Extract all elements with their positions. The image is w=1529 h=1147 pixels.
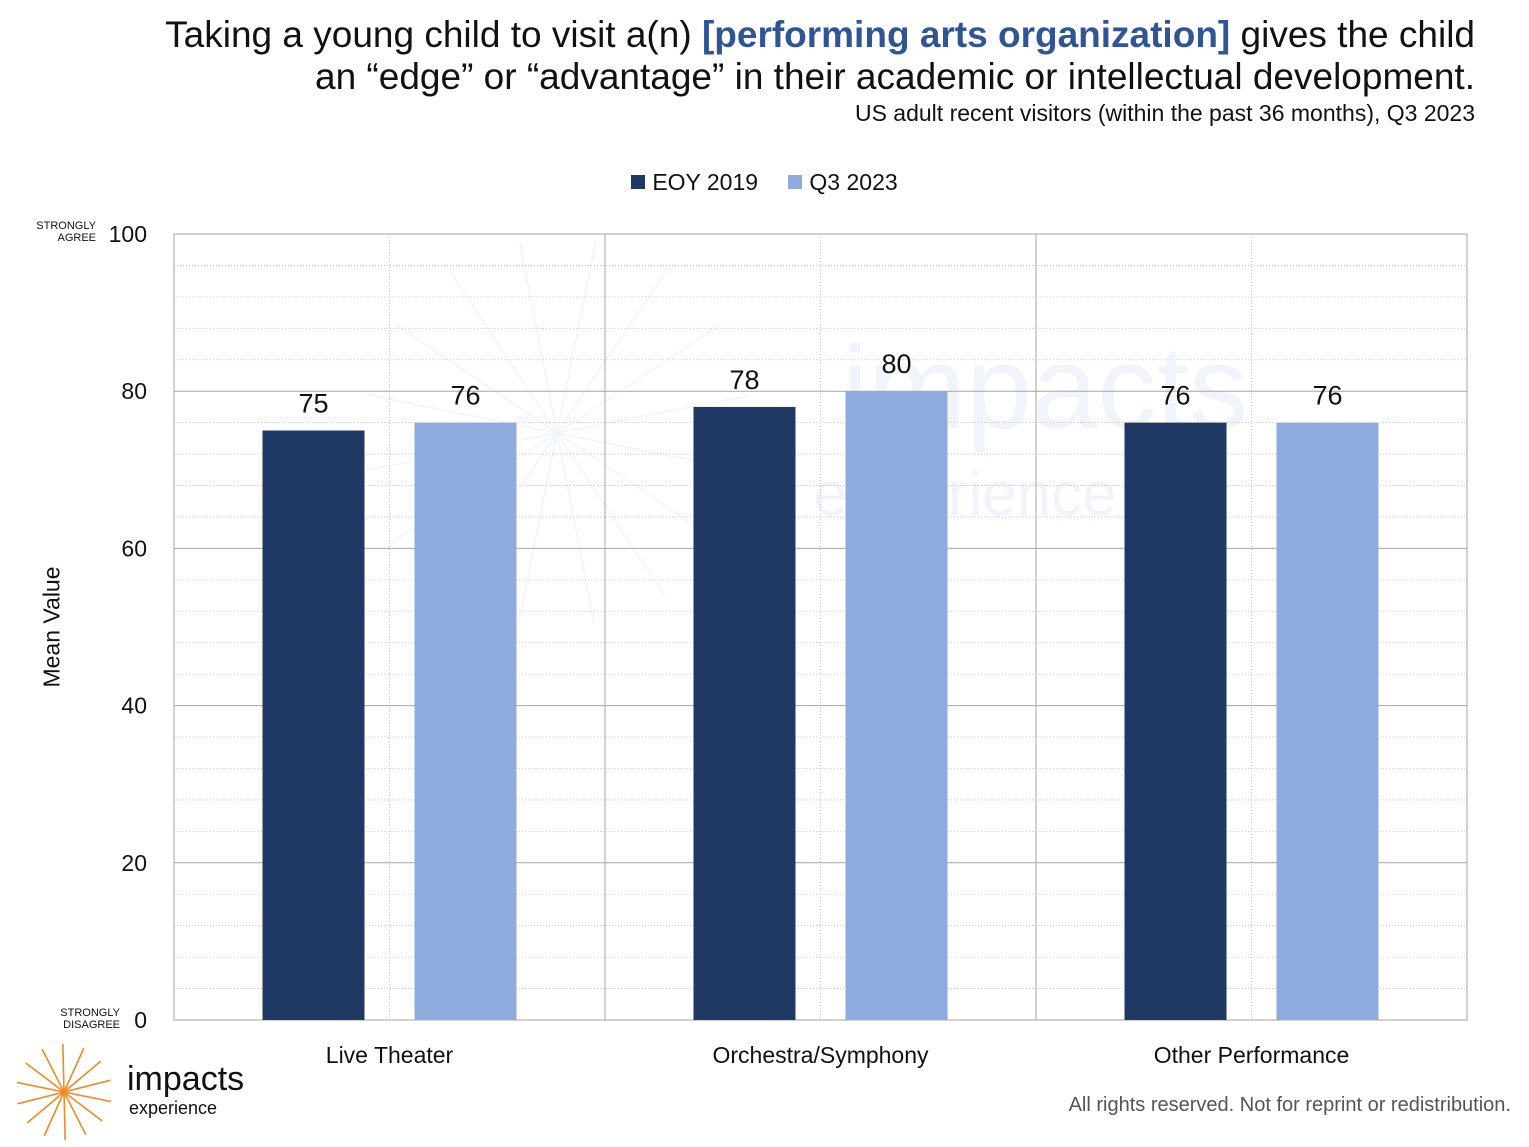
logo-ray — [62, 1043, 65, 1093]
legend-swatch-series-2 — [788, 175, 803, 189]
impacts-logo: impacts experience — [12, 1040, 272, 1145]
watermark-ray — [518, 241, 558, 434]
legend-label-series-2: Q3 2023 — [809, 168, 898, 195]
chart-title-block: Taking a young child to visit a(n) [perf… — [165, 14, 1475, 128]
logo-ray — [26, 1091, 65, 1124]
logo-ray — [43, 1091, 65, 1137]
watermark-ray — [556, 270, 667, 434]
data-label-1-2: 78 — [729, 365, 759, 395]
logo-ray — [63, 1091, 112, 1103]
footer-copyright: All rights reserved. Not for reprint or … — [1068, 1094, 1511, 1116]
y-tick-label: 100 — [109, 221, 147, 247]
y-tick-label: 20 — [121, 850, 147, 876]
chart-title-line1: Taking a young child to visit a(n) [perf… — [165, 14, 1475, 56]
logo-ray — [63, 1060, 102, 1093]
y-tick-label: 0 — [134, 1007, 147, 1033]
x-tick-label-3: Other Performance — [1154, 1042, 1350, 1068]
bar-2-2 — [845, 391, 948, 1020]
plot-frame — [173, 233, 1468, 1021]
data-label-1-3: 76 — [1160, 381, 1190, 411]
legend-item-series-2: Q3 2023 — [788, 168, 898, 196]
bar-2-3 — [1276, 422, 1379, 1020]
watermark-ray — [556, 432, 720, 543]
logo-ray — [63, 1079, 111, 1093]
watermark-ray — [556, 394, 749, 434]
watermark-ray — [517, 432, 558, 625]
logo-ray — [25, 1062, 65, 1093]
watermark-ray — [556, 432, 666, 596]
y-anchor-top: STRONGLY AGREE — [20, 220, 96, 244]
y-anchor-bottom: STRONGLY DISAGREE — [40, 1007, 120, 1031]
legend-swatch-series-1 — [631, 175, 646, 189]
logo-word: impacts — [127, 1060, 245, 1098]
logo-sub: experience — [129, 1098, 218, 1118]
x-tick-label-2: Orchestra/Symphony — [712, 1042, 929, 1068]
logo-ray — [17, 1091, 65, 1105]
y-tick-label: 40 — [121, 693, 147, 719]
chart-subtitle: US adult recent visitors (within the pas… — [854, 100, 1475, 126]
y-anchor-top-line1: STRONGLY — [36, 220, 96, 232]
chart-title-line2: an “edge” or “advantage” in their academ… — [315, 56, 1475, 97]
data-label-2-3: 76 — [1312, 381, 1342, 411]
bar-1-3 — [1124, 422, 1227, 1020]
bar-1-2 — [693, 406, 796, 1020]
legend-label-series-1: EOY 2019 — [652, 168, 759, 195]
title-highlight: [performing arts organization] — [701, 14, 1231, 55]
data-label-1-1: 75 — [298, 389, 328, 419]
logo-ray — [63, 1091, 66, 1141]
watermark-ray — [448, 270, 558, 434]
logo-ray — [16, 1081, 65, 1093]
plot-area: 0 20 40 60 80 100 75 76 Live Theater 78 80 Orchestr… — [109, 221, 1468, 1068]
x-tick-label-1: Live Theater — [326, 1042, 454, 1068]
chart-legend: EOY 2019 Q3 2023 — [0, 168, 1529, 196]
legend-item-series-1: EOY 2019 — [631, 169, 758, 196]
logo-ray — [63, 1091, 87, 1136]
watermark-ray — [365, 393, 558, 434]
bar-1-1 — [262, 430, 365, 1020]
starburst-icon — [16, 1043, 112, 1141]
y-anchor-top-line2: AGREE — [57, 232, 96, 244]
watermark-ray — [556, 241, 597, 434]
data-label-2-2: 80 — [881, 349, 911, 379]
y-anchor-bottom-line2: DISAGREE — [63, 1019, 120, 1031]
bar-2-1 — [414, 422, 517, 1020]
title-text-pre: Taking a young child to visit a(n) — [165, 14, 702, 55]
y-anchor-bottom-line1: STRONGLY — [60, 1007, 120, 1019]
logo-ray — [63, 1047, 85, 1093]
watermark-ray — [556, 324, 720, 434]
watermark-ray — [394, 323, 558, 434]
logo-ray — [63, 1091, 103, 1122]
y-tick-label: 60 — [121, 535, 147, 561]
watermark-ray — [556, 432, 596, 625]
y-tick-label: 80 — [121, 378, 147, 404]
data-label-2-1: 76 — [450, 381, 480, 411]
logo-ray — [41, 1048, 65, 1093]
title-text-post: gives the child — [1230, 14, 1475, 55]
